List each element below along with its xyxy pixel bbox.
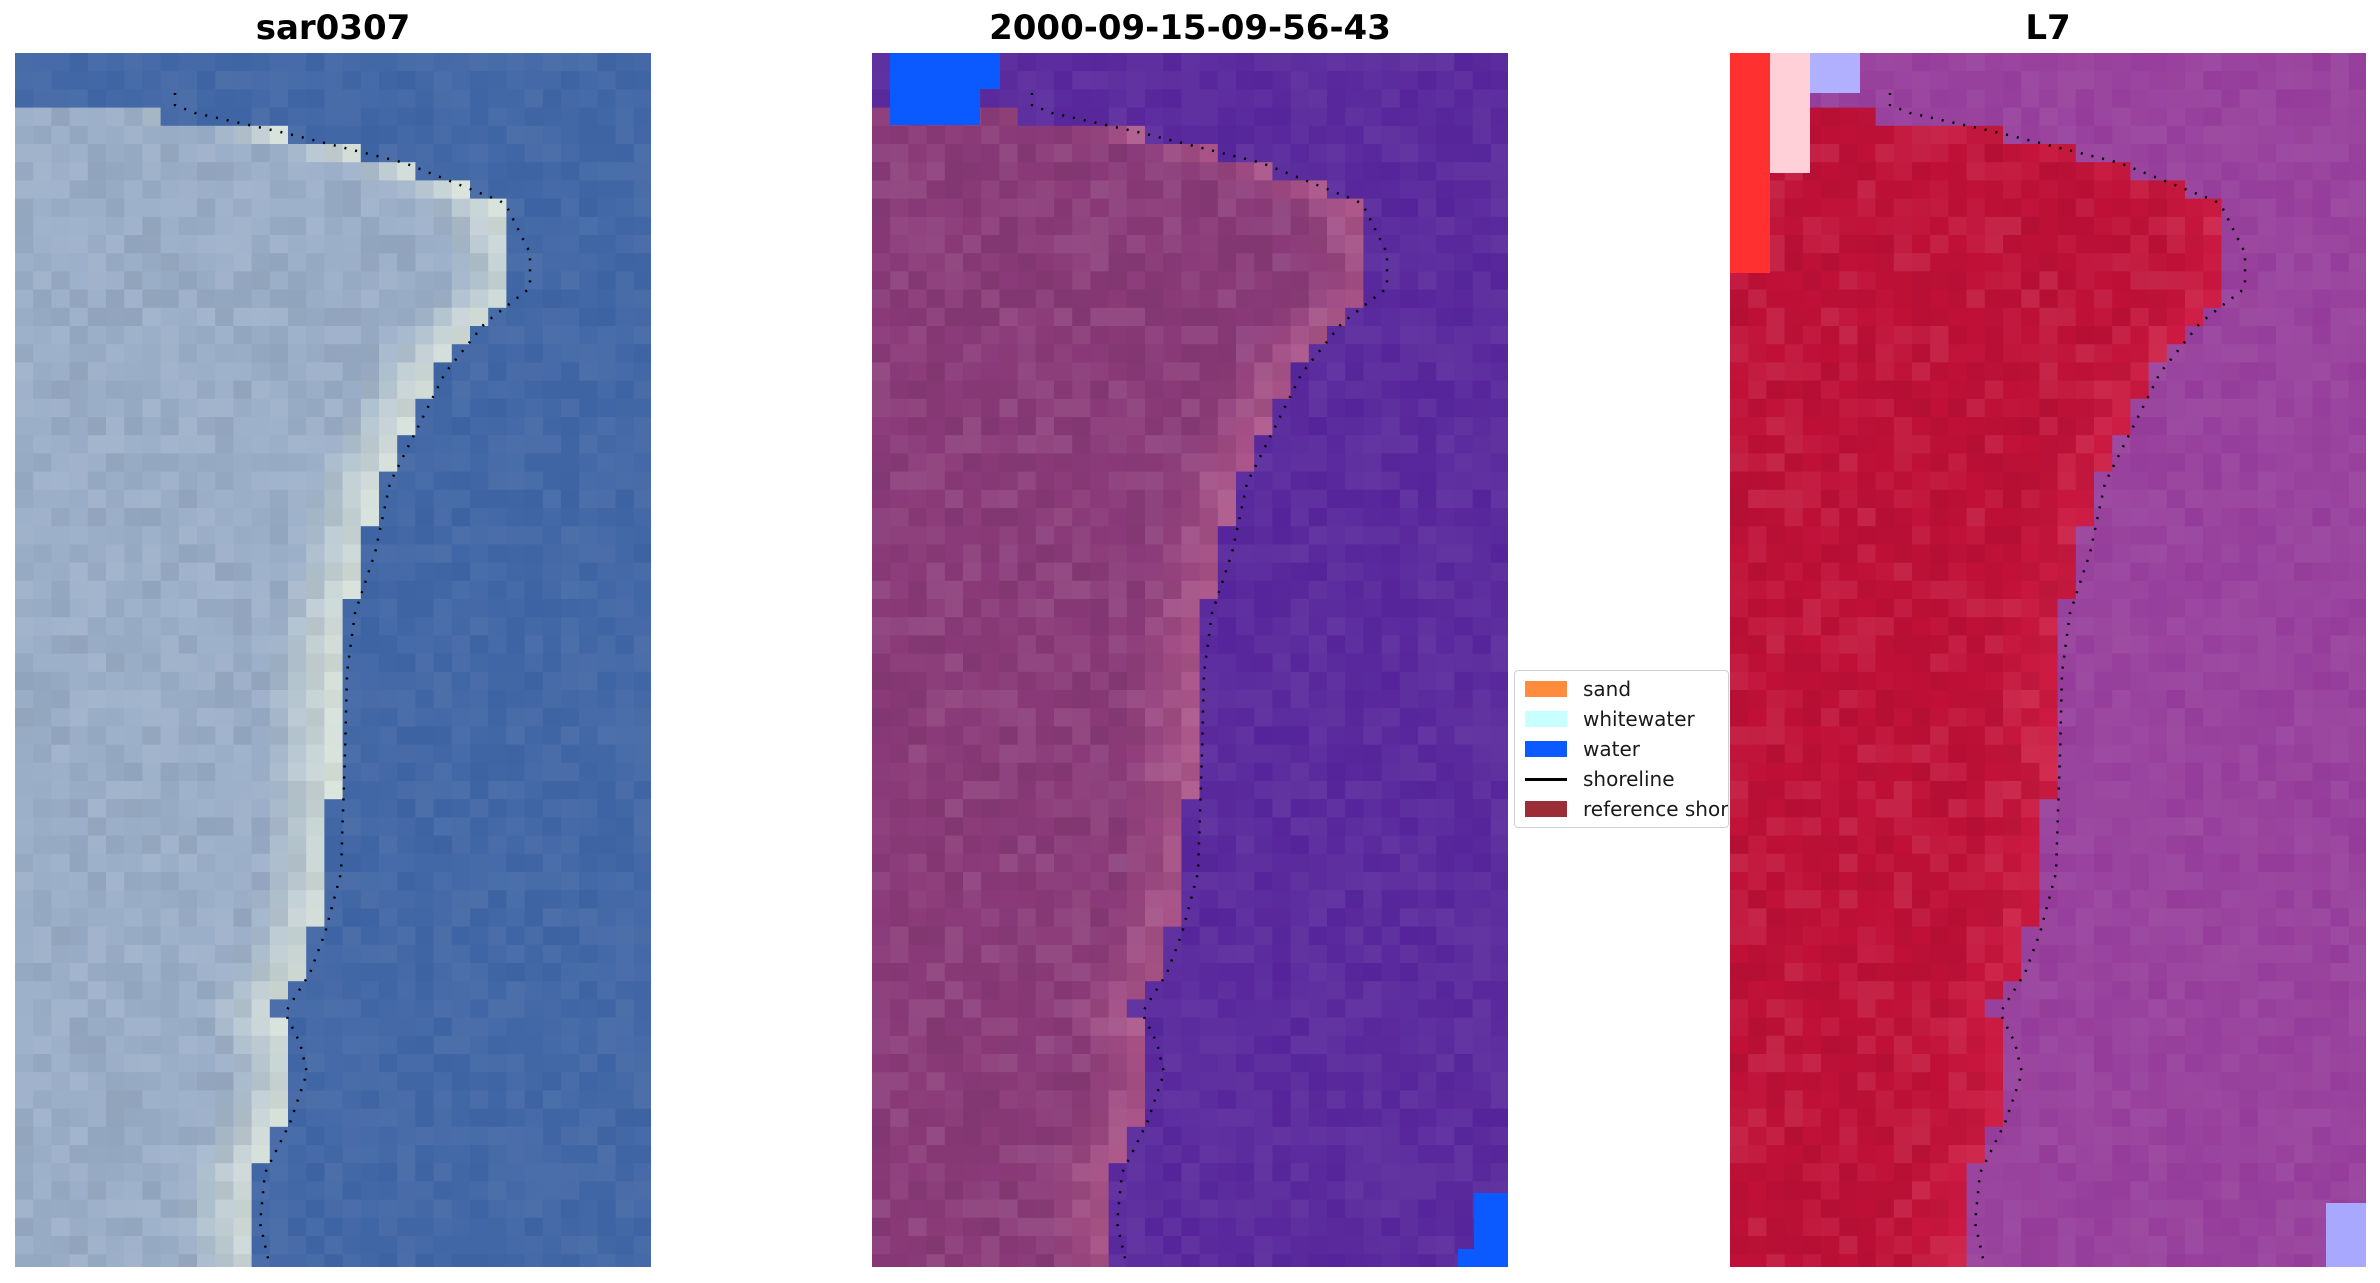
legend-label-shoreline: shoreline [1583,767,1675,791]
index-image [1730,53,2366,1267]
legend-line-shoreline [1525,777,1567,781]
shoreline-dotted-line [173,93,532,1266]
legend-item-reference-shoreline: reference shoreline [1525,794,1728,824]
legend-swatch-reference-shoreline [1525,801,1567,817]
legend-swatch-water [1525,741,1567,757]
legend-label-sand: sand [1583,677,1632,701]
shoreline-dotted-line [1030,93,1389,1266]
legend-label-reference-shoreline: reference shoreline [1583,797,1728,821]
classified-image [872,53,1508,1267]
shoreline-dotted-line [1888,93,2247,1266]
legend-swatch-whitewater [1525,711,1567,727]
legend-item-shoreline: shoreline [1525,764,1675,794]
true-color-image-panel [15,53,651,1267]
classified-image-panel [872,53,1508,1267]
legend-item-whitewater: whitewater [1525,704,1695,734]
true-color-image [15,53,651,1267]
legend-swatch-sand [1525,681,1567,697]
legend: sand whitewater water shoreline referenc… [1514,670,1729,828]
panel-title-index: L7 [2025,8,2071,48]
legend-label-whitewater: whitewater [1583,707,1695,731]
panel-title-true-color: sar0307 [255,8,411,48]
legend-item-water: water [1525,734,1640,764]
legend-label-water: water [1583,737,1640,761]
index-image-panel [1730,53,2366,1267]
panel-title-classified: 2000-09-15-09-56-43 [989,8,1391,48]
legend-item-sand: sand [1525,674,1631,704]
